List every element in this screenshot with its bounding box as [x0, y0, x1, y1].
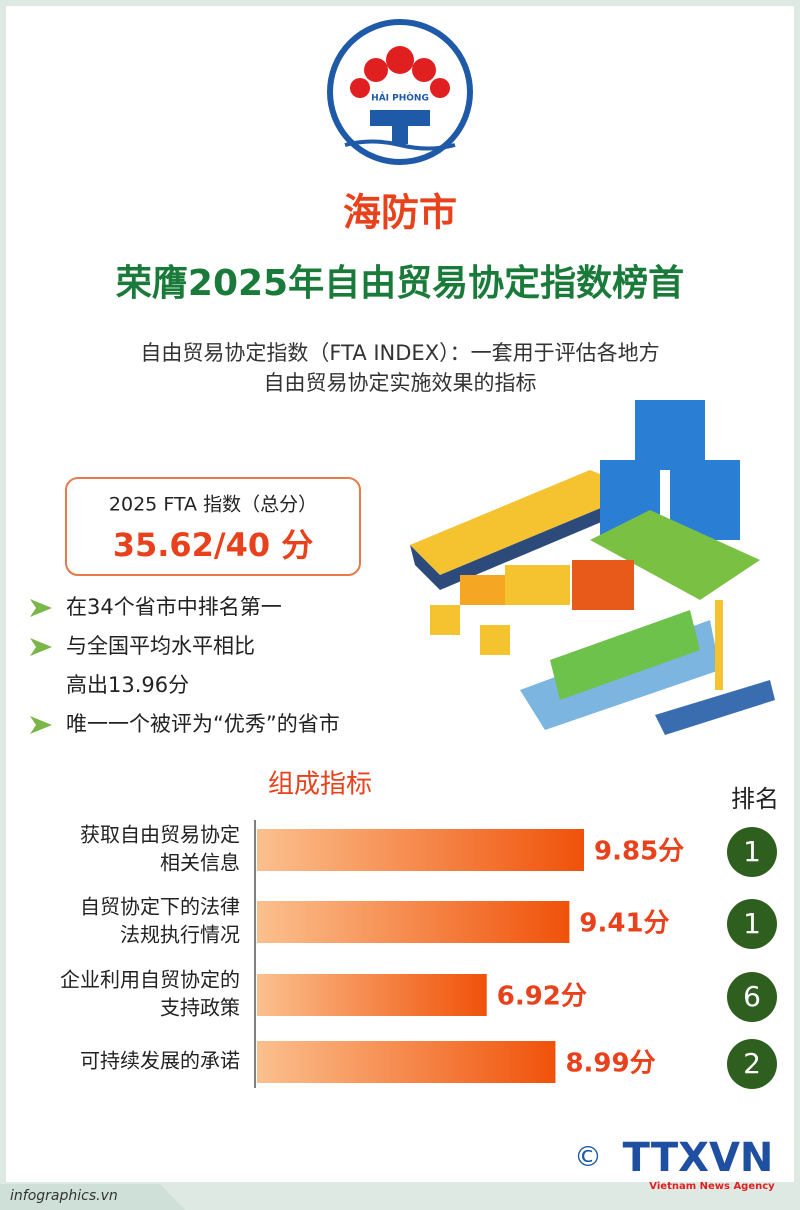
rank-badge — [727, 899, 777, 949]
illustration — [410, 400, 775, 735]
subtitle: 荣膺2025年自由贸易协定指数榜首 — [116, 263, 684, 304]
title: 海防市 — [343, 191, 457, 235]
bar — [257, 901, 570, 943]
bullet-text: 在34个省市中排名第一 — [66, 595, 282, 619]
rank-value: 1 — [743, 835, 761, 868]
rank-badge — [727, 827, 777, 877]
site-name: infographics.vn — [10, 1188, 118, 1204]
bar — [257, 1041, 556, 1083]
agency-subtitle: Vietnam News Agency — [649, 1181, 775, 1192]
bullet-text: 高出13.96分 — [66, 673, 189, 697]
rank-badge — [727, 972, 777, 1022]
value-label: 9.41分 — [579, 909, 669, 939]
rank-badge — [727, 1039, 777, 1089]
bullet-text: 与全国平均水平相比 — [66, 634, 255, 658]
value-label: 8.99分 — [565, 1049, 655, 1079]
score-label: 2025 FTA 指数（总分） — [109, 494, 317, 516]
logo — [327, 19, 473, 165]
footer-strip — [0, 1184, 185, 1210]
category-label: 获取自由贸易协定 — [80, 823, 240, 847]
agency-logo: TTXVN — [623, 1135, 774, 1181]
bullet-list: 在34个省市中排名第一与全国平均水平相比高出13.96分唯一一个被评为“优秀”的… — [30, 595, 340, 736]
bullet-text: 唯一一个被评为“优秀”的省市 — [66, 712, 340, 736]
logo-text: HẢI PHÒNG — [371, 92, 429, 104]
category-label: 自贸协定下的法律 — [80, 895, 240, 919]
rank-value: 1 — [743, 907, 761, 940]
copyright: © — [574, 1140, 602, 1173]
value-label: 6.92分 — [497, 982, 587, 1012]
score-value: 35.62/40 分 — [113, 526, 314, 564]
description-line: 自由贸易协定指数（FTA INDEX）：一套用于评估各地方 — [140, 341, 659, 365]
category-label: 可持续发展的承诺 — [80, 1049, 240, 1073]
category-label: 相关信息 — [160, 851, 240, 875]
bar — [257, 829, 585, 871]
rank-value: 2 — [743, 1047, 761, 1080]
category-label: 企业利用自贸协定的 — [60, 968, 240, 992]
bullet-arrow — [30, 638, 52, 656]
rank-value: 6 — [743, 980, 761, 1013]
category-label: 法规执行情况 — [120, 923, 240, 947]
bullet-arrow — [30, 716, 52, 734]
chart-title: 组成指标 — [268, 770, 372, 800]
category-label: 支持政策 — [160, 996, 240, 1020]
value-label: 9.85分 — [594, 837, 684, 867]
bar — [257, 974, 487, 1016]
description-line: 自由贸易协定实施效果的指标 — [264, 371, 537, 395]
score-box — [65, 477, 361, 576]
bullet-arrow — [30, 599, 52, 617]
rank-title: 排名 — [731, 785, 779, 813]
